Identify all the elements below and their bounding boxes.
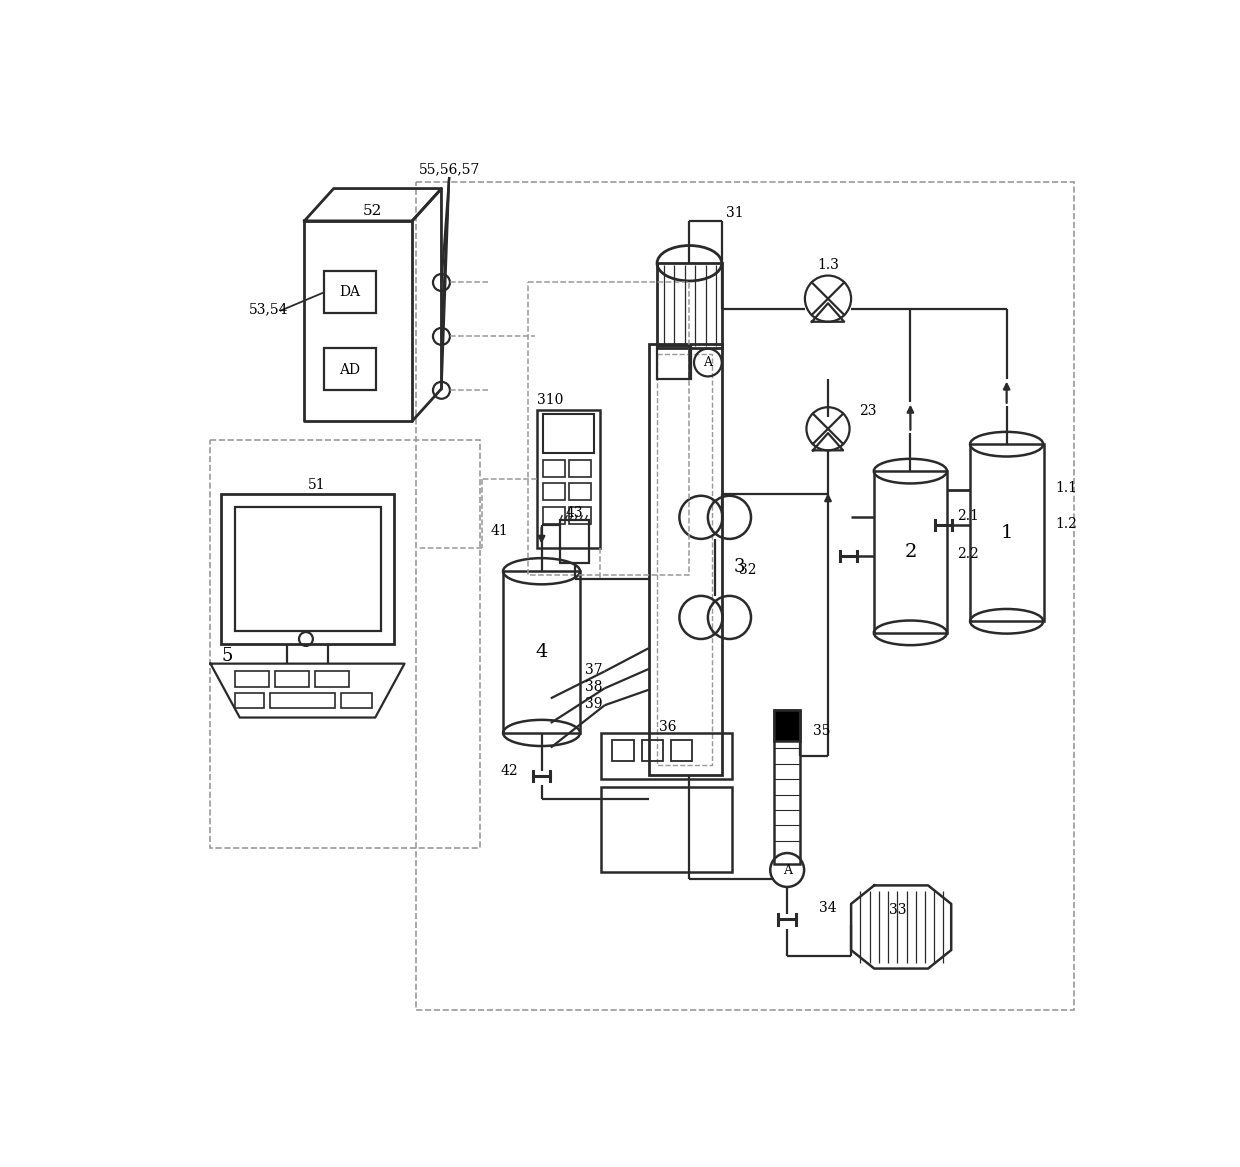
Bar	[543, 483, 564, 501]
Bar	[671, 740, 692, 761]
Bar	[569, 460, 590, 477]
Text: 1.2: 1.2	[1055, 517, 1078, 531]
Text: 5: 5	[221, 647, 233, 665]
Bar	[324, 271, 376, 313]
Text: 42: 42	[501, 764, 518, 778]
Text: 1: 1	[1001, 524, 1013, 541]
Text: DA: DA	[340, 286, 361, 300]
Bar	[503, 571, 580, 733]
Text: 2: 2	[904, 543, 916, 561]
Text: 33: 33	[889, 903, 906, 917]
Bar	[774, 710, 800, 741]
Bar	[601, 733, 732, 780]
Text: 31: 31	[727, 207, 744, 221]
Bar	[275, 671, 309, 686]
Bar	[569, 483, 590, 501]
Text: 4: 4	[536, 643, 548, 661]
Bar	[543, 506, 564, 524]
Text: 52: 52	[363, 204, 383, 218]
Text: 34: 34	[818, 901, 837, 915]
Bar	[971, 445, 1044, 621]
Text: 41: 41	[491, 524, 508, 538]
Text: 2.2: 2.2	[957, 547, 980, 561]
Text: 2.1: 2.1	[957, 509, 980, 523]
Bar	[601, 787, 732, 872]
Bar	[874, 471, 947, 633]
Bar	[221, 495, 394, 644]
Bar	[537, 410, 600, 548]
Bar	[613, 740, 634, 761]
Bar	[324, 348, 376, 390]
Text: 36: 36	[660, 720, 677, 734]
Bar	[569, 506, 590, 524]
Bar	[528, 282, 689, 575]
Text: 51: 51	[309, 478, 326, 492]
Text: AD: AD	[340, 363, 361, 377]
Bar	[211, 440, 480, 848]
Bar	[341, 693, 372, 708]
Text: 53,54: 53,54	[249, 302, 289, 316]
Bar	[236, 671, 269, 686]
Text: 310: 310	[537, 393, 563, 407]
Text: 23: 23	[859, 404, 877, 418]
Bar	[657, 264, 722, 348]
Bar	[774, 710, 800, 864]
Text: A: A	[703, 356, 712, 369]
Text: 32: 32	[739, 562, 756, 576]
Text: 35: 35	[812, 725, 830, 739]
Bar	[270, 693, 335, 708]
Bar	[543, 414, 594, 453]
Bar	[417, 182, 1074, 1011]
Text: 1.1: 1.1	[1055, 481, 1078, 495]
Text: 55,56,57: 55,56,57	[418, 162, 480, 176]
Text: 3: 3	[734, 558, 745, 576]
Bar	[649, 344, 722, 775]
Bar	[657, 347, 691, 379]
Text: 43: 43	[565, 506, 583, 520]
Bar	[641, 740, 663, 761]
Bar	[657, 354, 713, 766]
Text: 39: 39	[585, 697, 603, 711]
Text: 38: 38	[585, 679, 603, 693]
Bar	[236, 506, 382, 631]
Text: 37: 37	[585, 663, 603, 677]
Bar	[236, 693, 264, 708]
Bar	[315, 671, 350, 686]
Bar	[543, 460, 564, 477]
Bar	[560, 520, 589, 562]
Text: A: A	[782, 864, 791, 876]
Text: 1.3: 1.3	[817, 258, 839, 272]
